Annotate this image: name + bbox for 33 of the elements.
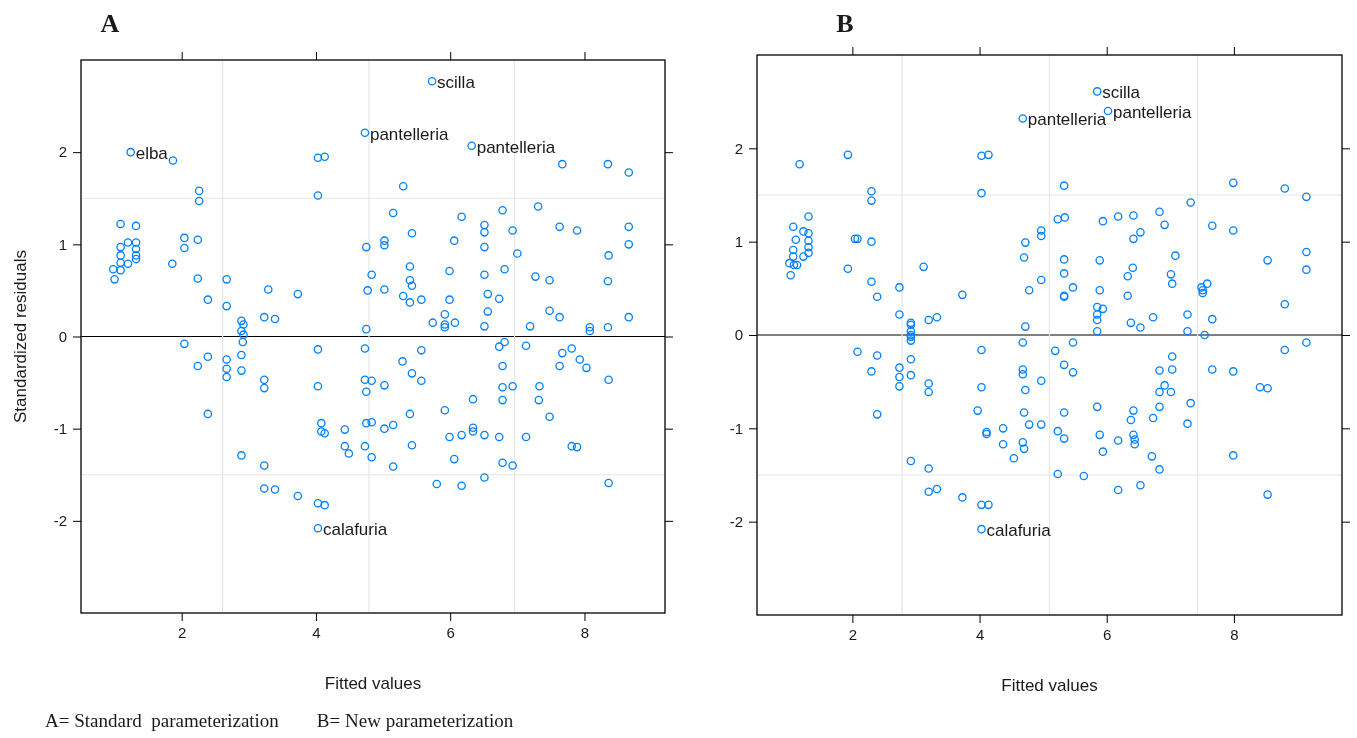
x-tick-label: 4 (975, 625, 985, 643)
y-tick-label: 1 (58, 235, 67, 253)
chart-title: B (836, 9, 854, 38)
y-tick-label: 2 (58, 143, 67, 161)
y-tick-label: -2 (53, 512, 67, 530)
y-axis-title: Standardized residuals (11, 250, 30, 423)
y-tick-label: 2 (734, 139, 743, 157)
x-tick-label: 2 (848, 625, 858, 643)
y-tick-label: 0 (58, 327, 67, 345)
annotation: calafuria (986, 521, 1052, 541)
x-tick-label: 8 (1230, 625, 1239, 643)
annotation: scilla (437, 73, 476, 93)
x-axis-title: Fitted values (324, 674, 422, 693)
x-axis-title: Fitted values (1001, 676, 1098, 695)
y-tick-label: -1 (53, 419, 67, 437)
x-tick-label: 4 (312, 623, 321, 641)
x-tick-label: 8 (580, 623, 590, 641)
chart-title: A (100, 9, 120, 38)
annotation: pantelleria (1113, 103, 1192, 122)
annotation: scilla (1102, 83, 1141, 103)
annotation: elba (135, 144, 169, 164)
y-tick-label: -1 (729, 419, 743, 437)
annotation: pantelleria (476, 137, 556, 157)
annotation: calafuria (322, 520, 388, 540)
annotation: pantelleria (369, 124, 449, 144)
y-tick-label: 1 (734, 232, 743, 250)
y-tick-label: -2 (729, 512, 743, 530)
text: A= Standard parameterization B= New parameterization (45, 710, 514, 731)
y-tick-label: 0 (734, 326, 743, 344)
x-tick-label: 6 (1103, 625, 1112, 643)
x-tick-label: 2 (178, 623, 187, 641)
x-tick-label: 6 (446, 623, 455, 641)
annotation: pantelleria (1027, 110, 1107, 130)
